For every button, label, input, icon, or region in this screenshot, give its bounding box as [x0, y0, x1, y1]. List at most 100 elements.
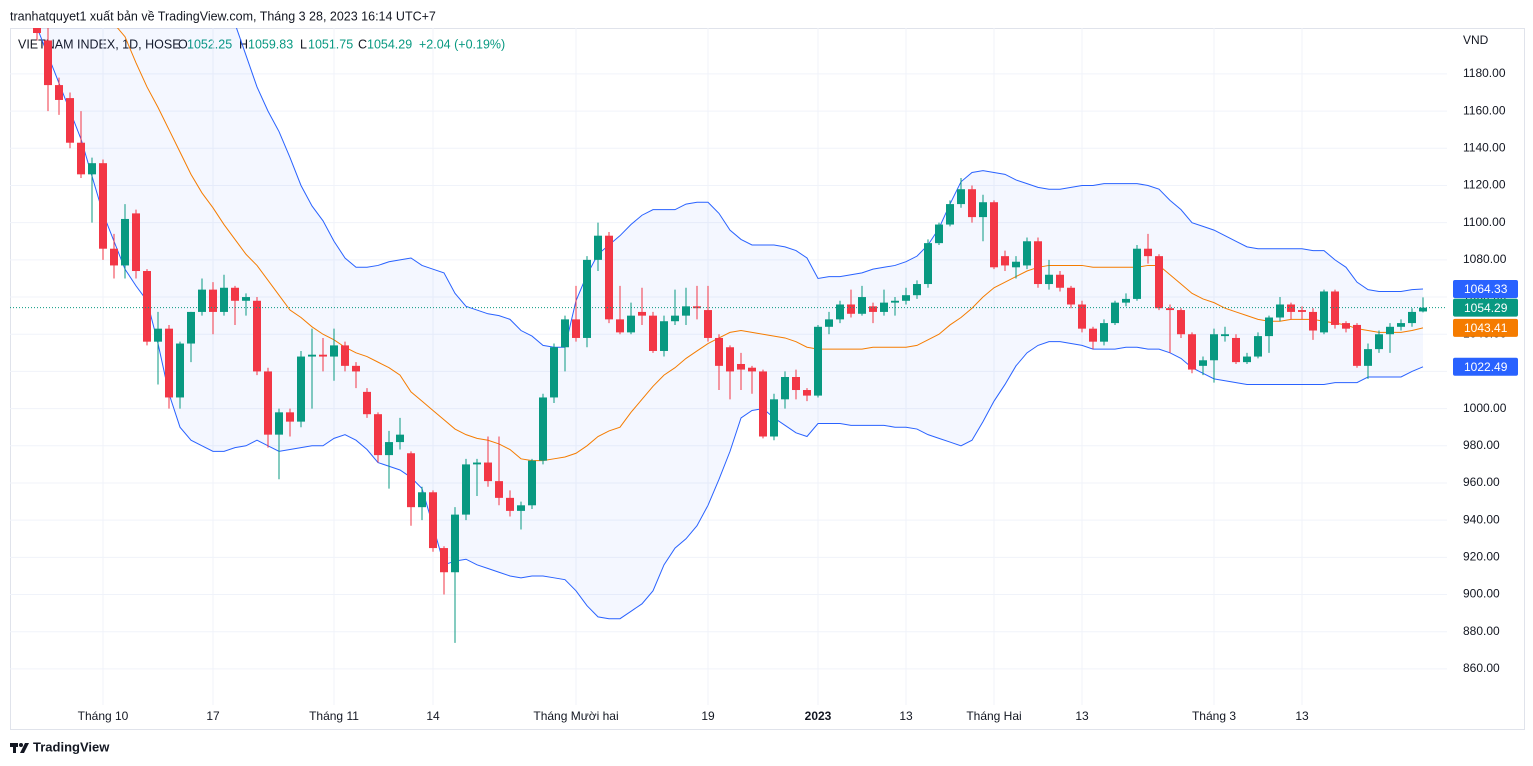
candle-body: [341, 345, 349, 366]
candle-body: [847, 304, 855, 314]
x-tick-label: 17: [206, 709, 220, 723]
candle-body: [385, 442, 393, 456]
y-tick-label: 1140.00: [1463, 140, 1506, 154]
candle-body: [418, 492, 426, 508]
candle-body: [55, 85, 63, 100]
candle-body: [1045, 274, 1053, 285]
x-tick-label: Tháng 11: [309, 709, 359, 723]
candle-body: [363, 391, 371, 415]
candle-body: [968, 189, 976, 218]
x-tick-label: 13: [899, 709, 913, 723]
candle-body: [121, 218, 129, 266]
brand-logo: [10, 743, 29, 753]
price-label: 1043.41: [1464, 321, 1508, 335]
candle-body: [858, 297, 866, 314]
candle-body: [330, 345, 338, 357]
candle-body: [286, 412, 294, 422]
candle-body: [231, 287, 239, 301]
candle-body: [374, 414, 382, 456]
candle-body: [308, 354, 316, 357]
candle-body: [1100, 323, 1108, 342]
candle-body: [1276, 304, 1284, 318]
y-tick-label: 940.00: [1463, 512, 1500, 526]
candle-body: [748, 367, 756, 372]
candle-body: [99, 163, 107, 249]
candle-body: [1243, 356, 1251, 363]
x-tick-label: 14: [426, 709, 440, 723]
bollinger-basis: [116, 28, 1424, 462]
candle-body: [1364, 349, 1372, 366]
candle-body: [1342, 323, 1350, 329]
candle-body: [440, 548, 448, 573]
candle-body: [1375, 334, 1383, 350]
candle-body: [1331, 291, 1339, 325]
candle-body: [473, 462, 481, 465]
candle-body: [1056, 274, 1064, 288]
y-tick-label: 1000.00: [1463, 401, 1507, 415]
y-tick-label: 900.00: [1463, 587, 1500, 601]
candle-body: [1320, 291, 1328, 333]
price-label: 1022.49: [1464, 360, 1508, 374]
candle-body: [484, 462, 492, 482]
candle-body: [1133, 248, 1141, 299]
candle-body: [198, 289, 206, 312]
candle-body: [550, 347, 558, 398]
candle-body: [1155, 256, 1163, 309]
x-tick-label: 13: [1295, 709, 1309, 723]
candle-body: [1287, 304, 1295, 312]
candle-body: [759, 371, 767, 437]
y-tick-label: 920.00: [1463, 550, 1500, 564]
candle-body: [319, 354, 327, 357]
candle-body: [209, 289, 217, 312]
candle-body: [957, 189, 965, 205]
candle-body: [605, 235, 613, 320]
brand: TradingView: [33, 739, 110, 754]
ohlc-value: 1054.29: [367, 37, 412, 51]
ohlc-key: H: [239, 37, 248, 51]
candle-body: [154, 328, 162, 342]
plot-area: [10, 28, 1447, 705]
candle-body: [429, 492, 437, 549]
price-label-bg: [1453, 357, 1518, 376]
candle-body: [649, 315, 657, 351]
candle-body: [990, 202, 998, 268]
candle-body: [1210, 334, 1218, 361]
price-label-bg: [1453, 318, 1518, 337]
candle-body: [627, 315, 635, 333]
candle-body: [1353, 324, 1361, 366]
candle-body: [825, 319, 833, 327]
candle-body: [495, 481, 503, 498]
candle-body: [451, 514, 459, 573]
candle-body: [869, 306, 877, 312]
candle-body: [517, 505, 525, 511]
candle-body: [165, 328, 173, 398]
candle-body: [132, 213, 140, 272]
candle-body: [407, 453, 415, 508]
candle-body: [1265, 317, 1273, 337]
candle-body: [902, 295, 910, 301]
candle-body: [506, 497, 514, 511]
ohlc-value: 1051.75: [308, 37, 353, 51]
candle-body: [352, 365, 360, 372]
candle-body: [1309, 311, 1317, 331]
x-tick-label: 2023: [805, 709, 832, 723]
candle-body: [913, 284, 921, 296]
candle-body: [1199, 360, 1207, 366]
candle-body: [638, 311, 646, 316]
candle-body: [583, 259, 591, 338]
candle-body: [66, 98, 74, 143]
candle-body: [924, 243, 932, 285]
band-fill: [37, 28, 1423, 619]
candle-body: [44, 40, 52, 86]
ohlc-key: L: [300, 37, 307, 51]
candle-body: [572, 319, 580, 338]
x-tick-label: Tháng Mười hai: [533, 709, 618, 723]
candle-body: [946, 204, 954, 225]
y-tick-label: 960.00: [1463, 475, 1500, 489]
candle-body: [1397, 323, 1405, 327]
candle-body: [88, 163, 96, 175]
candle-body: [660, 321, 668, 351]
candle-body: [814, 326, 822, 396]
